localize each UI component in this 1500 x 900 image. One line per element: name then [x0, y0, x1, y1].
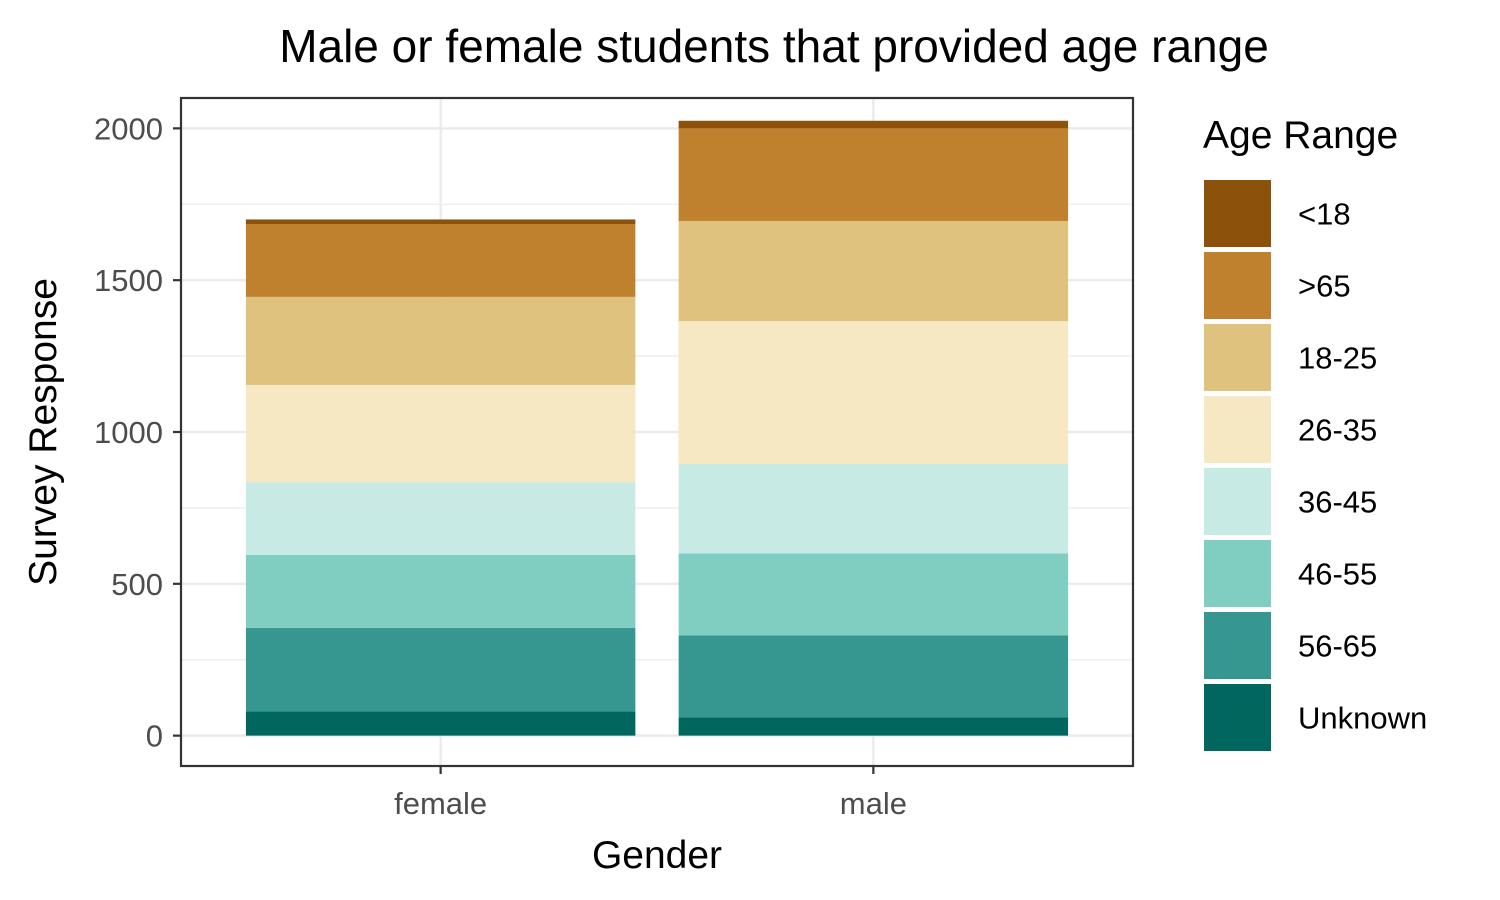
bar-segment-male	[678, 120, 1069, 129]
bar-segment-male	[678, 463, 1069, 554]
legend-key	[1204, 324, 1271, 391]
legend-key	[1204, 252, 1271, 319]
y-tick-label: 2000	[94, 111, 163, 146]
legend-label: 56-65	[1298, 629, 1377, 664]
bar-segment-female	[245, 384, 636, 483]
bar-segment-female	[245, 296, 636, 385]
legend-label: 36-45	[1298, 485, 1377, 520]
legend-label: 18-25	[1298, 341, 1377, 376]
y-tick-label: 0	[146, 719, 163, 754]
bar-segment-female	[245, 219, 636, 225]
x-tick-label: female	[394, 786, 487, 821]
bar-segment-male	[678, 128, 1069, 221]
legend: Age Range <18 >65 18-25 26-35 36-45 46-55 56-6…	[1203, 114, 1427, 751]
legend-key	[1204, 468, 1271, 535]
chart-title: Male or female students that provided ag…	[279, 20, 1269, 72]
y-axis-title: Survey Response	[22, 278, 65, 586]
legend-key	[1204, 540, 1271, 607]
bar-segment-female	[245, 554, 636, 628]
x-tick-label: male	[840, 786, 907, 821]
y-tick-label: 1500	[94, 263, 163, 298]
bar-segment-female	[245, 224, 636, 297]
legend-key	[1204, 180, 1271, 247]
x-axis-title: Gender	[592, 834, 722, 877]
legend-key	[1204, 684, 1271, 751]
y-tick-label: 1000	[94, 415, 163, 450]
bar-segment-male	[678, 553, 1069, 636]
bars	[245, 120, 1069, 736]
bar-segment-male	[678, 220, 1069, 322]
legend-label: 26-35	[1298, 413, 1377, 448]
bar-segment-female	[245, 627, 636, 712]
axes: 0 500 1000 1500 2000 female male	[94, 111, 907, 821]
legend-key	[1204, 612, 1271, 679]
bar-segment-female	[245, 482, 636, 555]
legend-label: 46-55	[1298, 557, 1377, 592]
legend-key	[1204, 396, 1271, 463]
legend-title: Age Range	[1203, 114, 1398, 157]
bar-segment-male	[678, 635, 1069, 718]
y-tick-label: 500	[111, 567, 163, 602]
legend-label: <18	[1298, 197, 1351, 232]
legend-label: Unknown	[1298, 701, 1427, 736]
bar-segment-male	[678, 321, 1069, 464]
bar-segment-male	[678, 717, 1069, 736]
bar-segment-female	[245, 711, 636, 736]
legend-label: >65	[1298, 269, 1351, 304]
